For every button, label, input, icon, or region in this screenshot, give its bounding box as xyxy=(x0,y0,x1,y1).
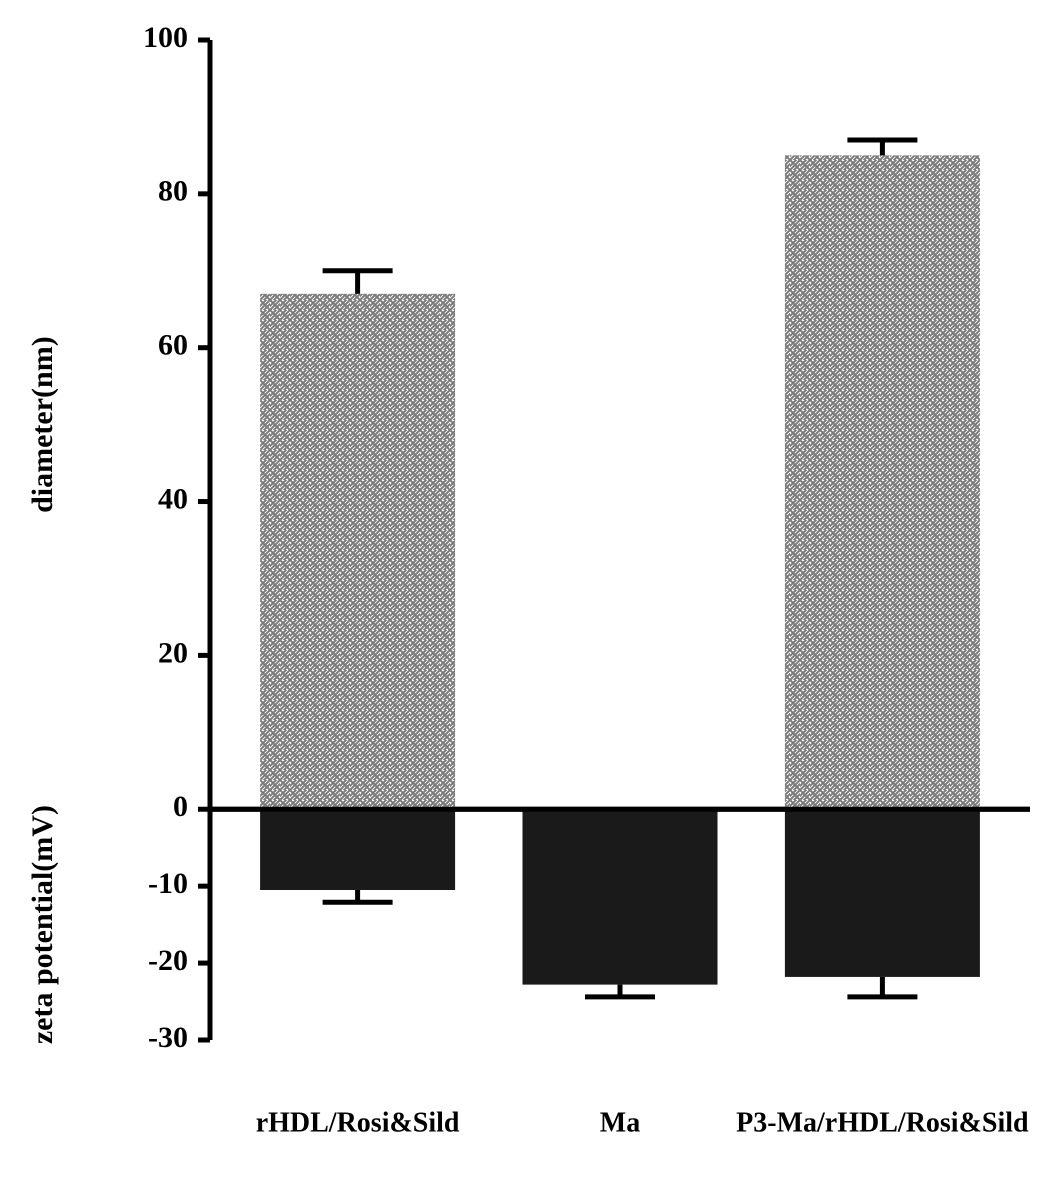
y-tick-upper: 60 xyxy=(158,329,188,362)
y-tick-lower: -30 xyxy=(148,1021,188,1054)
bar-lower xyxy=(260,809,455,890)
x-category-label: P3-Ma/rHDL/Rosi&Sild xyxy=(736,1107,1029,1138)
y-tick-upper: 80 xyxy=(158,175,188,208)
bar-chart: 0 20 40 60 80 100 -10 -20 -30 diameter(nm) zeta po… xyxy=(0,0,1059,1183)
y-axis-label-lower: zeta potential(mV) xyxy=(26,805,59,1044)
bar-upper xyxy=(260,294,455,809)
y-tick-upper: 20 xyxy=(158,636,188,669)
y-tick-lower: -10 xyxy=(148,867,188,900)
y-tick-upper: 100 xyxy=(143,21,188,54)
x-category-label: Ma xyxy=(600,1107,640,1138)
y-axis-label-upper: diameter(nm) xyxy=(26,336,59,513)
y-tick-upper: 0 xyxy=(173,790,188,823)
bar-lower xyxy=(523,809,718,984)
y-tick-upper: 40 xyxy=(158,482,188,515)
chart-container: 0 20 40 60 80 100 -10 -20 -30 diameter(nm) zeta po… xyxy=(0,0,1059,1183)
bar-upper xyxy=(785,155,980,809)
bar-lower xyxy=(785,809,980,977)
y-tick-lower: -20 xyxy=(148,944,188,977)
x-category-label: rHDL/Rosi&Sild xyxy=(256,1107,460,1138)
